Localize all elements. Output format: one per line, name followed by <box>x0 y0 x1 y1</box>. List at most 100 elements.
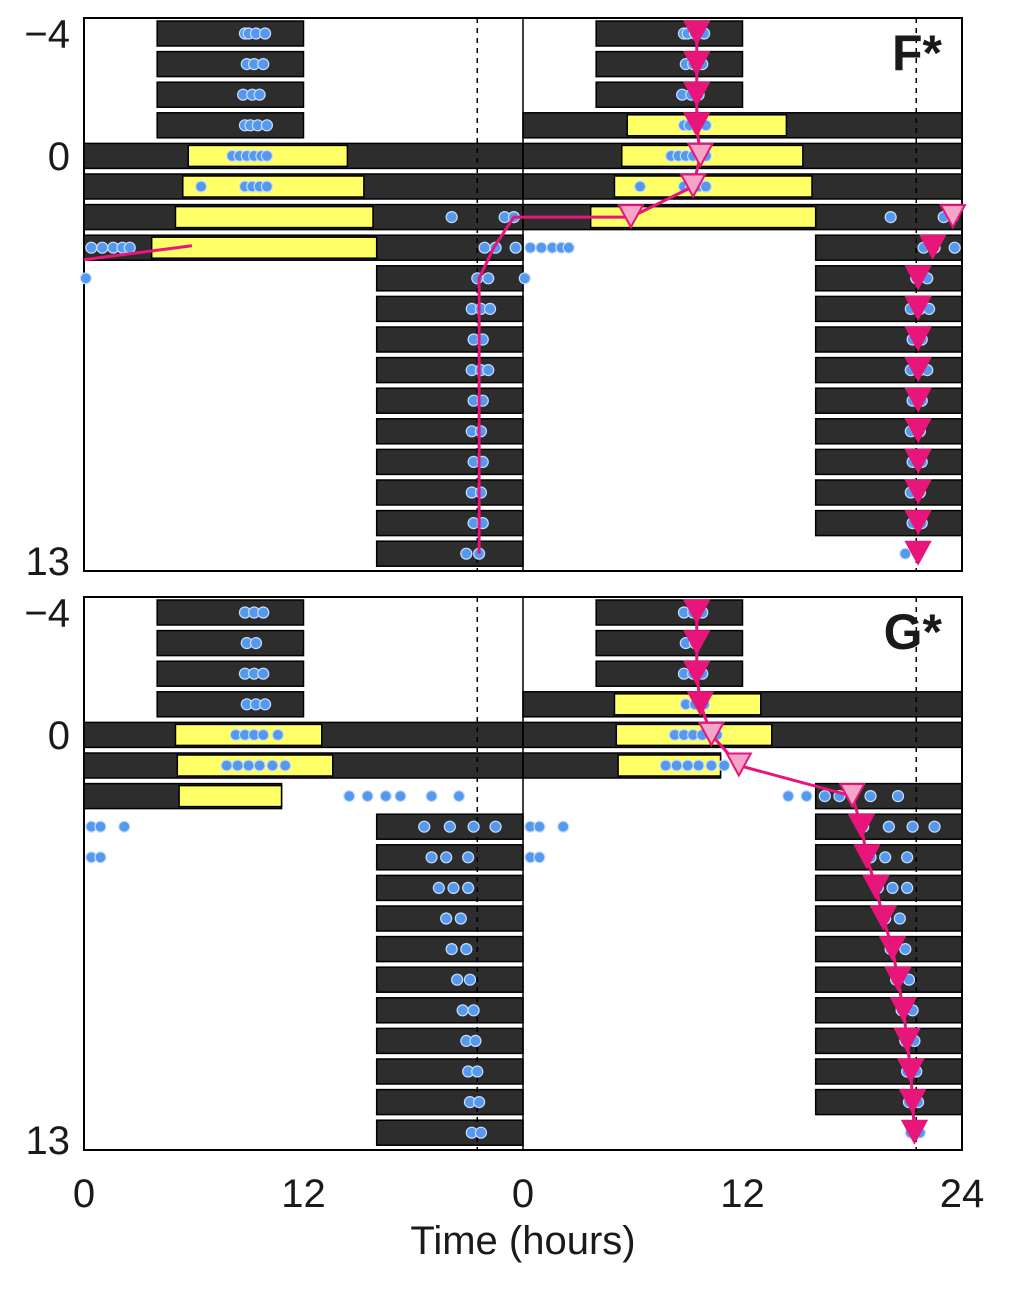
activity-point <box>456 1004 469 1017</box>
activity-point <box>79 272 92 285</box>
x-tick-label: 12 <box>281 1172 326 1216</box>
dark-period-bar <box>814 387 963 414</box>
activity-point <box>800 789 813 803</box>
dark-period-bar <box>595 50 744 78</box>
activity-point <box>948 241 961 254</box>
light-period-bar <box>613 175 813 198</box>
activity-point <box>460 547 473 560</box>
activity-point <box>379 789 392 803</box>
dark-period-bar <box>814 295 963 323</box>
activity-point <box>343 789 356 803</box>
x-tick-label: 0 <box>512 1172 534 1216</box>
activity-point <box>361 789 374 803</box>
activity-point <box>242 759 255 772</box>
activity-point <box>899 942 912 956</box>
onset-marker <box>683 660 711 686</box>
onset-marker <box>683 20 711 46</box>
onset-marker <box>898 1089 927 1115</box>
onset-marker <box>904 295 932 321</box>
onset-marker <box>900 1119 929 1145</box>
activity-point <box>901 851 914 864</box>
onset-marker <box>904 387 932 413</box>
activity-point <box>257 606 270 619</box>
onset-marker <box>904 326 932 352</box>
activity-point <box>692 759 705 772</box>
dark-period-bar <box>156 50 305 78</box>
activity-point <box>533 820 546 833</box>
activity-point <box>460 942 473 956</box>
activity-point <box>818 789 831 803</box>
activity-point <box>258 27 272 40</box>
onset-marker <box>904 510 932 536</box>
activity-point <box>257 667 270 680</box>
activity-point <box>524 241 537 254</box>
onset-marker <box>847 813 876 839</box>
activity-point <box>557 820 570 833</box>
y-tick-label: 13 <box>26 1119 71 1163</box>
activity-point <box>443 820 456 833</box>
light-period-bar <box>621 144 804 168</box>
dark-period-bar <box>814 1058 963 1085</box>
dark-period-bar <box>814 448 963 476</box>
onset-marker <box>904 540 932 566</box>
activity-point <box>478 241 491 254</box>
dark-period-bar <box>375 295 524 323</box>
light-period-bar <box>182 175 365 198</box>
activity-point <box>425 789 438 803</box>
x-tick-label: 24 <box>940 1172 985 1216</box>
activity-point <box>467 820 480 833</box>
dark-period-bar <box>375 1058 524 1085</box>
onset-marker <box>904 448 932 474</box>
onset-marker <box>904 265 932 291</box>
dark-period-bar <box>814 479 963 506</box>
activity-point <box>474 425 488 438</box>
activity-point <box>489 820 502 833</box>
onset-marker <box>683 630 711 656</box>
dark-period-bar <box>375 966 524 993</box>
activity-point <box>928 820 941 833</box>
dark-period-bar <box>814 326 963 353</box>
dark-period-bar <box>814 1088 963 1116</box>
x-axis-label: Time (hours) <box>410 1219 635 1263</box>
dark-period-bar <box>814 509 963 537</box>
x-tick-label: 12 <box>720 1172 765 1216</box>
activity-point <box>257 57 270 71</box>
dark-period-bar <box>375 356 524 384</box>
light-period-bar <box>150 236 378 259</box>
activity-point <box>231 759 244 772</box>
activity-point <box>194 180 208 193</box>
activity-point <box>670 759 683 772</box>
onset-marker <box>904 357 932 383</box>
activity-point <box>864 789 877 803</box>
activity-point <box>463 973 477 986</box>
actogram-panel-g: −4 0 13 G* <box>24 592 963 1163</box>
activity-point <box>257 728 270 742</box>
activity-point <box>85 241 98 254</box>
onset-marker <box>838 783 866 809</box>
y-tick-label: −4 <box>24 13 70 57</box>
dark-period-bar <box>814 356 963 384</box>
activity-point <box>518 272 531 285</box>
dark-period-bar <box>156 112 305 139</box>
activity-point <box>467 1004 480 1017</box>
dark-period-bar <box>156 81 305 108</box>
dark-period-bar <box>375 387 524 414</box>
activity-point <box>474 486 488 499</box>
activity-point <box>782 789 795 803</box>
activity-point <box>482 272 495 285</box>
dark-period-bar <box>375 509 524 537</box>
activity-point <box>266 759 279 772</box>
activity-point <box>432 881 445 895</box>
onset-marker <box>919 234 947 260</box>
dark-period-bar <box>375 326 524 353</box>
activity-point <box>394 789 407 803</box>
onset-marker <box>893 1027 921 1053</box>
activity-point <box>253 88 266 101</box>
y-tick-label: −4 <box>24 592 70 636</box>
x-axis: 0 12 0 12 24 Time (hours) <box>73 1172 984 1263</box>
panel-label: F* <box>892 25 943 81</box>
activity-point <box>886 881 899 895</box>
activity-point <box>535 241 548 254</box>
activity-point <box>418 820 431 833</box>
dark-period-bar <box>375 418 524 445</box>
